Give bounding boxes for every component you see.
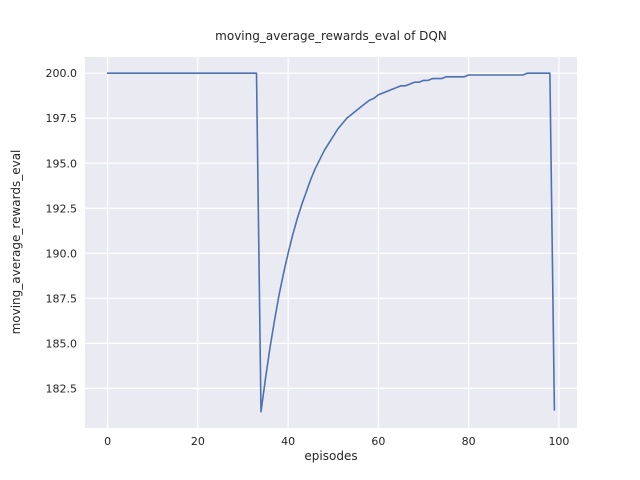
plot-area xyxy=(85,57,577,428)
y-tick-label: 185.0 xyxy=(46,337,78,350)
y-tick-label: 190.0 xyxy=(46,247,78,260)
x-tick-label: 80 xyxy=(462,435,476,448)
x-tick-label: 60 xyxy=(371,435,385,448)
x-tick-label: 100 xyxy=(548,435,569,448)
x-tick-label: 40 xyxy=(281,435,295,448)
x-axis-label: episodes xyxy=(304,449,358,463)
y-axis-label: moving_average_rewards_eval xyxy=(9,149,23,335)
y-tick-label: 197.5 xyxy=(46,112,78,125)
x-tick-label: 20 xyxy=(191,435,205,448)
reward-line xyxy=(106,72,556,413)
y-tick-label: 182.5 xyxy=(46,382,78,395)
chart-title: moving_average_rewards_eval of DQN xyxy=(215,29,447,43)
x-tick-label: 0 xyxy=(104,435,111,448)
y-tick-label: 187.5 xyxy=(46,292,78,305)
y-tick-label: 200.0 xyxy=(46,67,78,80)
y-tick-label: 195.0 xyxy=(46,157,78,170)
y-tick-label: 192.5 xyxy=(46,202,78,215)
